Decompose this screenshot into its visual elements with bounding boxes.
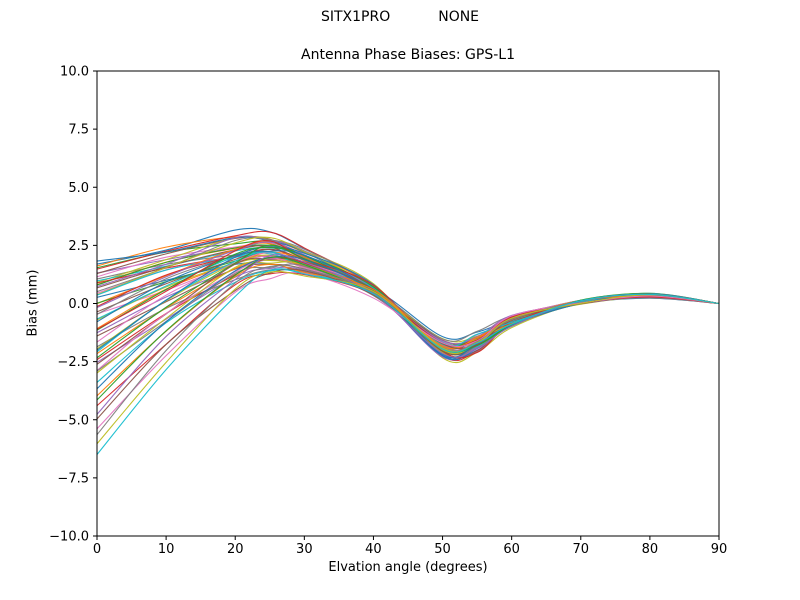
- y-tick-label: 2.5: [68, 239, 89, 254]
- y-tick-label: 7.5: [68, 123, 89, 138]
- y-tick-label: −2.5: [57, 355, 89, 370]
- y-tick-label: 5.0: [68, 181, 89, 196]
- y-tick-label: −7.5: [57, 471, 89, 486]
- series-line: [97, 256, 719, 361]
- x-axis-label: Elvation angle (degrees): [328, 560, 488, 575]
- y-tick-label: 10.0: [60, 65, 89, 80]
- x-tick-label: 80: [642, 542, 659, 557]
- y-tick-label: 0.0: [68, 297, 89, 312]
- series-line: [97, 270, 719, 445]
- x-tick-label: 0: [93, 542, 101, 557]
- suptitle-right: NONE: [438, 9, 480, 25]
- suptitle: SITX1PRO NONE: [0, 9, 800, 25]
- x-tick-label: 10: [158, 542, 175, 557]
- series-line: [97, 244, 719, 359]
- chart-title: Antenna Phase Biases: GPS-L1: [301, 47, 515, 63]
- x-tick-label: 70: [573, 542, 590, 557]
- suptitle-left: SITX1PRO: [320, 9, 391, 25]
- x-tick-label: 40: [365, 542, 382, 557]
- series-group: [97, 227, 719, 456]
- series-line: [97, 268, 719, 456]
- y-axis-label: Bias (mm): [25, 269, 41, 337]
- y-tick-label: −5.0: [57, 413, 89, 428]
- x-tick-label: 30: [296, 542, 313, 557]
- x-tick-label: 50: [434, 542, 451, 557]
- x-tick-label: 60: [503, 542, 520, 557]
- x-tick-label: 90: [711, 542, 728, 557]
- series-line: [97, 271, 719, 407]
- x-tick-label: 20: [227, 542, 244, 557]
- y-tick-label: −10.0: [49, 530, 89, 545]
